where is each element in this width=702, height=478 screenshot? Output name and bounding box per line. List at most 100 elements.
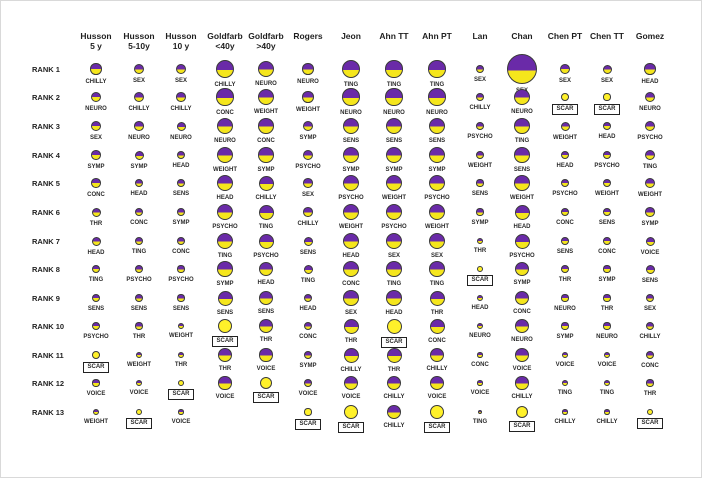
symptom-label-text: CHILLY bbox=[639, 334, 661, 341]
column-header-line1: Chan bbox=[511, 31, 533, 41]
symptom-label-text: CHILLY bbox=[596, 419, 618, 425]
symptom-label-text: SYMP bbox=[556, 333, 574, 340]
symptom-label: NEURO bbox=[452, 332, 508, 340]
symptom-label: NEURO bbox=[494, 108, 550, 116]
symptom-label-text: CONC bbox=[172, 248, 190, 255]
column-header: Goldfarb >40y bbox=[240, 31, 292, 51]
symptom-label-text: TING bbox=[300, 277, 316, 284]
symptom-label-text: CHILLY bbox=[214, 82, 236, 89]
symptom-label: CHILLY bbox=[280, 220, 336, 228]
symptom-label-text: SCAR bbox=[381, 336, 407, 348]
rank-bubble bbox=[645, 207, 655, 217]
rank-bubble bbox=[386, 290, 402, 306]
symptom-label: WEIGHT bbox=[68, 418, 124, 426]
rank-bubble bbox=[561, 265, 569, 273]
column-header: Goldfarb <40y bbox=[199, 31, 251, 51]
symptom-label: SENS bbox=[409, 137, 465, 145]
scar-tag: SCAR bbox=[622, 418, 678, 430]
symptom-label-text: SEX bbox=[643, 306, 656, 313]
symptom-label: TING bbox=[366, 280, 422, 288]
rank-bubble bbox=[430, 376, 444, 390]
symptom-label-text: SENS bbox=[172, 190, 190, 197]
scar-bubble bbox=[92, 351, 100, 359]
rank-bubble bbox=[476, 93, 484, 101]
symptom-label: HEAD bbox=[494, 223, 550, 231]
rank-bubble bbox=[216, 88, 234, 106]
symptom-label: CONC bbox=[622, 362, 678, 370]
symptom-label-text: CONC bbox=[428, 337, 446, 344]
rank-bubble bbox=[560, 178, 570, 188]
row-label: RANK 13 bbox=[32, 408, 65, 417]
column-header-line1: Gomez bbox=[635, 31, 665, 41]
symptom-label-text: SCAR bbox=[253, 392, 279, 404]
symptom-label-text: SYMP bbox=[257, 166, 275, 173]
symptom-label: SEX bbox=[280, 191, 336, 199]
symptom-label: PSYCHO bbox=[238, 252, 294, 260]
row-label: RANK 12 bbox=[32, 379, 65, 388]
symptom-label-text: NEURO bbox=[554, 305, 576, 312]
symptom-label-text: HEAD bbox=[641, 78, 659, 85]
rank-bubble bbox=[514, 204, 530, 220]
column-header: Chen TT bbox=[581, 31, 633, 41]
symptom-label-text: TING bbox=[217, 253, 233, 260]
symptom-label-text: CHILLY bbox=[469, 104, 491, 111]
symptom-label: THR bbox=[153, 361, 209, 369]
symptom-label: SENS bbox=[537, 248, 593, 256]
symptom-label: PSYCHO bbox=[409, 194, 465, 202]
symptom-label: CHILLY bbox=[366, 422, 422, 430]
symptom-label-text: THR bbox=[218, 365, 232, 372]
rank-bubble bbox=[177, 294, 185, 302]
symptom-label-text: SENS bbox=[641, 277, 659, 284]
symptom-label: NEURO bbox=[238, 80, 294, 88]
symptom-label: WEIGHT bbox=[494, 194, 550, 202]
symptom-label-text: TING bbox=[429, 81, 445, 88]
symptom-label: HEAD bbox=[452, 304, 508, 312]
rank-bubble bbox=[133, 63, 145, 75]
rank-bubble bbox=[135, 265, 143, 273]
symptom-label: PSYCHO bbox=[366, 223, 422, 231]
rank-bubble bbox=[562, 380, 568, 386]
rank-bubble bbox=[302, 120, 314, 132]
symptom-label: NEURO bbox=[409, 109, 465, 117]
rank-bubble bbox=[603, 294, 611, 302]
column-header-line1: Chen PT bbox=[547, 31, 583, 41]
symptom-label: VOICE bbox=[111, 389, 167, 397]
rank-bubble bbox=[343, 375, 359, 391]
symptom-label: SENS bbox=[452, 190, 508, 198]
scar-tag: SCAR bbox=[323, 422, 379, 434]
symptom-label-text: CONC bbox=[87, 191, 105, 198]
symptom-label-text: THR bbox=[344, 337, 358, 344]
symptom-label-text: TING bbox=[386, 280, 402, 287]
symptom-label-text: SEX bbox=[132, 78, 145, 85]
column-header-line2: 5-10y bbox=[128, 41, 150, 51]
symptom-label: VOICE bbox=[238, 365, 294, 373]
symptom-label-text: HEAD bbox=[385, 309, 403, 316]
symptom-label-text: SCAR bbox=[637, 418, 663, 430]
scar-bubble bbox=[429, 404, 445, 420]
row-label: RANK 3 bbox=[32, 122, 60, 131]
rank-bubble bbox=[303, 321, 313, 331]
symptom-label: PSYCHO bbox=[494, 252, 550, 260]
symptom-label-text: CHILLY bbox=[128, 106, 150, 113]
symptom-label: WEIGHT bbox=[537, 134, 593, 142]
symptom-label: SYMP bbox=[153, 219, 209, 227]
symptom-label: NEURO bbox=[323, 109, 379, 117]
symptom-label: CONC bbox=[537, 219, 593, 227]
rank-bubble bbox=[92, 408, 100, 416]
rank-bubble bbox=[514, 147, 530, 163]
symptom-label: THR bbox=[452, 247, 508, 255]
rank-bubble bbox=[385, 146, 403, 164]
rank-bubble bbox=[603, 322, 611, 330]
symptom-label: TING bbox=[111, 248, 167, 256]
symptom-label: NEURO bbox=[153, 134, 209, 142]
symptom-label-text: SEX bbox=[387, 253, 400, 260]
symptom-label: SEX bbox=[409, 252, 465, 260]
rank-bubble bbox=[603, 208, 611, 216]
rank-bubble bbox=[645, 321, 655, 331]
scar-tag: SCAR bbox=[537, 103, 593, 115]
symptom-label-text: SEX bbox=[174, 77, 187, 84]
symptom-label: VOICE bbox=[537, 361, 593, 369]
rank-bubble bbox=[257, 60, 275, 78]
symptom-label-text: WEIGHT bbox=[382, 195, 406, 202]
symptom-label: HEAD bbox=[323, 252, 379, 260]
